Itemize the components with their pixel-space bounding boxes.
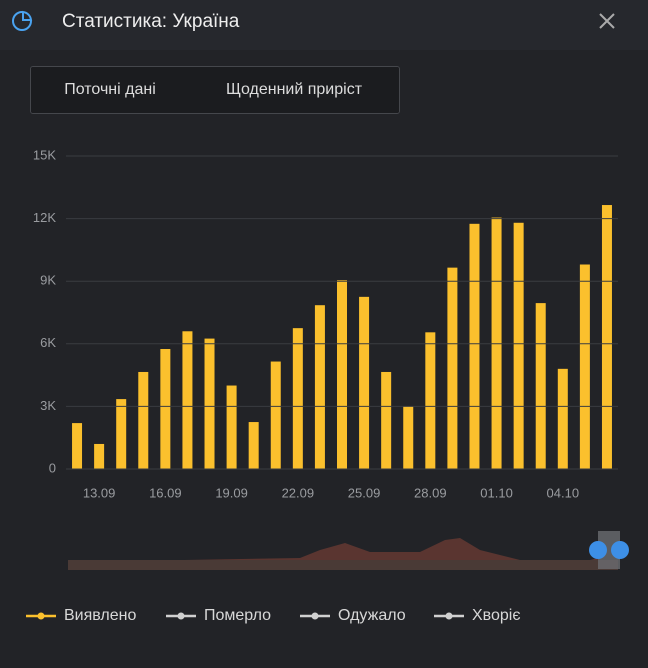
x-tick-label: 19.09 [215, 485, 248, 500]
header: Статистика: Україна [0, 0, 648, 50]
bar [381, 371, 392, 469]
bar [270, 361, 281, 469]
bar [72, 423, 83, 469]
y-tick-label: 0 [49, 460, 56, 475]
legend-label[interactable]: Хворіє [472, 607, 521, 624]
bar [138, 371, 149, 469]
legend-label[interactable]: Померло [204, 607, 271, 624]
y-tick-label: 15K [33, 147, 56, 162]
bar [226, 385, 237, 469]
x-tick-label: 13.09 [83, 485, 116, 500]
navigator-window[interactable] [598, 531, 620, 569]
y-tick-label: 3K [40, 398, 56, 413]
bar [579, 264, 590, 469]
bar [359, 296, 370, 469]
bar [204, 338, 215, 469]
bar [491, 217, 502, 469]
close-icon-layer [599, 13, 615, 29]
bar [447, 267, 458, 469]
navigator-track [68, 560, 618, 570]
tabs: Поточні дані Щоденний приріст [30, 66, 400, 114]
bar [182, 331, 193, 469]
bar [248, 422, 259, 469]
bar [403, 406, 414, 469]
bar [314, 305, 325, 469]
bar [160, 349, 171, 469]
tab[interactable]: Щоденний приріст [189, 67, 399, 113]
bar [425, 332, 436, 469]
legend-dot [311, 612, 319, 620]
bar [601, 205, 612, 469]
legend-dot [177, 612, 185, 620]
navigator-handle[interactable] [589, 541, 607, 559]
x-tick-label: 01.10 [480, 485, 513, 500]
x-tick-label: 16.09 [149, 485, 182, 500]
bar [513, 222, 524, 469]
x-tick-label: 04.10 [547, 485, 580, 500]
x-tick-label: 28.09 [414, 485, 447, 500]
stats-icon [12, 10, 33, 31]
bar [292, 328, 303, 469]
bar [116, 399, 127, 469]
legend-dot [445, 612, 453, 620]
legend-label[interactable]: Виявлено [64, 607, 136, 624]
title: Статистика: Україна [62, 11, 240, 32]
navigator-handle[interactable] [611, 541, 629, 559]
legend: Виявлено Померло Одужало Хворіє [26, 607, 521, 624]
x-tick-label: 22.09 [282, 485, 315, 500]
bar [337, 280, 347, 469]
legend-label[interactable]: Одужало [338, 607, 406, 624]
close-button[interactable] [599, 13, 615, 29]
tab[interactable]: Поточні дані [31, 67, 189, 113]
y-tick-label: 9K [40, 273, 56, 288]
x-tick-label: 25.09 [348, 485, 381, 500]
bar [557, 368, 568, 469]
bar [94, 443, 105, 469]
bar [535, 303, 546, 469]
legend-dot [37, 612, 45, 620]
navigator-area [68, 538, 598, 570]
y-tick-label: 6K [40, 335, 56, 350]
y-tick-label: 12K [33, 210, 56, 225]
bar [469, 223, 480, 469]
